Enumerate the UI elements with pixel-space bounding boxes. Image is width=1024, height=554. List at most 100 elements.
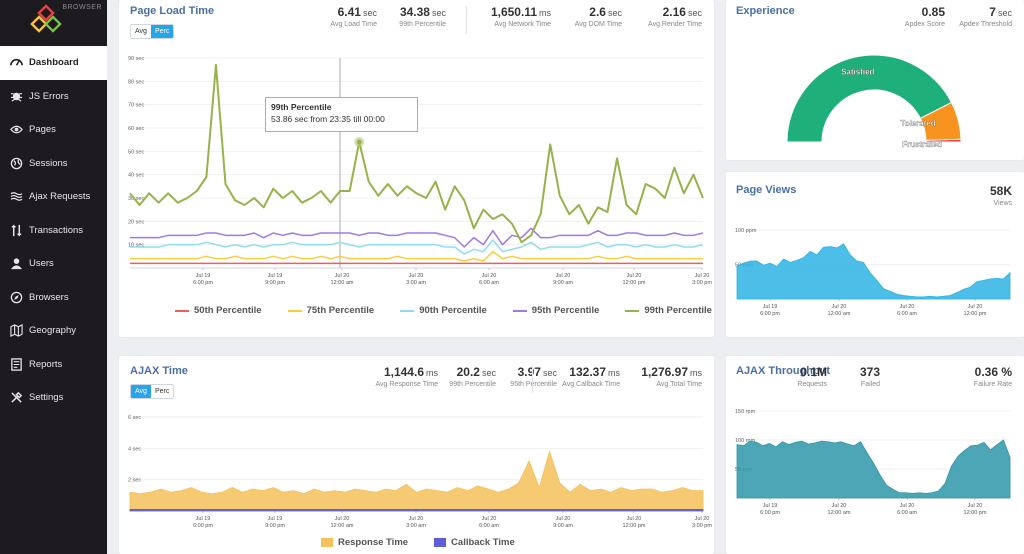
globe-icon [10, 157, 23, 170]
stat-avg-dom-time: 2.6 sec Avg DOM Time [575, 5, 622, 28]
x-tick-label: Jul 20 6:00 am [479, 273, 499, 286]
list-icon [10, 358, 23, 371]
ajax-time-card: AJAX Time Avg Perc 1,144.6 ms Avg Response… [119, 356, 714, 554]
legend-swatch [400, 309, 415, 312]
series-line-75th-percentile[interactable] [130, 250, 703, 262]
legend-swatch [321, 538, 333, 547]
stat-unit: sec [542, 368, 557, 378]
perc-toggle[interactable]: Perc [150, 25, 174, 38]
legend-label: 95th Percentile [531, 305, 600, 316]
sidebar-item-sessions[interactable]: Sessions [0, 147, 107, 181]
sidebar-item-reports[interactable]: Reports [0, 348, 107, 382]
stat-value: 58K [989, 184, 1012, 198]
ajax-time-toggle[interactable]: Avg Perc [130, 384, 175, 399]
stat-unit: sec [362, 8, 377, 18]
series-area-main[interactable] [736, 439, 1011, 499]
gauge-label: Frustrated [902, 140, 942, 149]
stat-avg-response-time: 1,144.6 ms Avg Response Time [375, 365, 438, 388]
sidebar-item-transactions[interactable]: Transactions [0, 214, 107, 248]
series-area-callback-time[interactable] [129, 509, 704, 512]
y-tick-label: 50 sec [128, 149, 144, 155]
x-tick-label: Jul 20 3:00 pm [692, 273, 712, 286]
legend-item[interactable]: 99th Percentile [625, 305, 712, 316]
gauge-segment-satisfied[interactable] [786, 54, 953, 143]
sidebar: BROWSER Dashboard JS Errors Pages Sessions A… [0, 0, 107, 554]
stat-label: Failure Rate [973, 381, 1012, 388]
sidebar-item-users[interactable]: Users [0, 247, 107, 281]
legend-item[interactable]: 50th Percentile [175, 305, 262, 316]
series-area-main[interactable] [736, 243, 1011, 300]
stat-unit: ms [539, 8, 551, 18]
y-tick-label: 80 sec [128, 79, 144, 85]
hover-point[interactable] [356, 139, 362, 145]
page-load-chart[interactable]: 90 sec 80 sec 70 sec 60 sec 50 sec 40 sec 30 s… [119, 0, 714, 337]
legend-label: 90th Percentile [419, 305, 487, 316]
sidebar-item-label: Users [29, 258, 54, 270]
sidebar-item-js-errors[interactable]: JS Errors [0, 80, 107, 114]
ajax-time-title: AJAX Time [130, 365, 188, 377]
ajax-time-legend: Response Time Callback Time [321, 537, 515, 548]
series-line-95th-percentile[interactable] [130, 227, 704, 248]
tools-icon [10, 391, 23, 404]
stat-avg-load-time: 6.41 sec Avg Load Time [330, 5, 377, 28]
stat-value: 3.97 [517, 365, 541, 379]
stat-avg-total-time: 1,276.97 ms Avg Total Time [641, 365, 702, 388]
series-line-90th-percentile[interactable] [130, 239, 704, 255]
gauge-icon [10, 56, 23, 69]
stat-value: 1,144.6 [383, 365, 424, 379]
sidebar-item-label: Reports [29, 358, 63, 370]
avg-toggle[interactable]: Avg [131, 385, 151, 398]
y-tick-label: 6 sec [128, 415, 141, 421]
sidebar-item-pages[interactable]: Pages [0, 113, 107, 147]
y-tick-label: 4 sec [128, 446, 141, 452]
series-area-response-time[interactable] [129, 450, 704, 512]
app-logo[interactable]: BROWSER [0, 0, 107, 46]
legend-item[interactable]: 90th Percentile [400, 305, 487, 316]
eye-icon [10, 123, 23, 136]
perc-toggle[interactable]: Perc [150, 385, 174, 398]
sidebar-item-ajax-requests[interactable]: Ajax Requests [0, 180, 107, 214]
legend-item[interactable]: Callback Time [434, 537, 515, 548]
stat-value: 0.36 % [974, 365, 1012, 379]
sidebar-item-settings[interactable]: Settings [0, 381, 107, 415]
stat-value: 20.2 [456, 365, 480, 379]
stat-label: Avg Load Time [330, 21, 377, 28]
legend-item[interactable]: Response Time [321, 537, 408, 548]
stat-value: 2.6 [589, 5, 606, 19]
ajax-throughput-card: AJAX Throughput 0.1M Requests 373 Failed 0.3… [726, 356, 1024, 554]
stat-views: 58K Views [990, 184, 1012, 207]
legend-item[interactable]: 75th Percentile [287, 305, 374, 316]
x-tick-label: Jul 20 12:00 am [828, 503, 851, 516]
sidebar-item-label: Ajax Requests [29, 191, 91, 203]
compass-icon [10, 291, 23, 304]
avg-toggle[interactable]: Avg [131, 25, 151, 38]
x-tick-label: Jul 20 12:00 am [331, 273, 354, 286]
sidebar-item-label: Pages [29, 124, 56, 136]
x-tick-label: Jul 19 9:00 pm [265, 516, 285, 529]
y-tick-label: 20 sec [128, 219, 144, 225]
x-tick-label: Jul 20 12:00 pm [964, 503, 987, 516]
sidebar-item-label: Sessions [29, 157, 68, 169]
sidebar-item-browsers[interactable]: Browsers [0, 281, 107, 315]
sidebar-item-dashboard[interactable]: Dashboard [0, 46, 107, 80]
sidebar-item-label: JS Errors [29, 90, 69, 102]
logo-icon [30, 4, 62, 33]
ajax-time-chart[interactable]: 6 sec 4 sec 2 sec Jul 19 6:00 pm Jul 19 9:00 p… [119, 356, 714, 554]
stat-label: Avg Total Time [656, 381, 702, 388]
x-tick-label: Jul 20 3:00 am [406, 273, 426, 286]
y-tick-label: 100 ppm [735, 228, 757, 234]
apdex-gauge[interactable]: Satisfied Tolerated Frustrated [726, 0, 1024, 160]
stat-avg-network-time: 1,650.11 ms Avg Network Time [491, 5, 551, 28]
sidebar-item-geography[interactable]: Geography [0, 314, 107, 348]
gauge-segment-frustrated[interactable] [925, 138, 962, 143]
chart-tooltip: 99th Percentile 53.86 sec from 23:35 til… [265, 97, 418, 132]
x-tick-label: Jul 20 6:00 am [479, 516, 499, 529]
sidebar-item-label: Dashboard [29, 57, 79, 69]
legend-item[interactable]: 95th Percentile [512, 305, 600, 316]
y-tick-label: 2 sec [128, 478, 141, 484]
series-line-99th-percentile[interactable] [129, 64, 704, 244]
page-load-title: Page Load Time [130, 5, 215, 17]
page-load-toggle[interactable]: Avg Perc [130, 24, 175, 39]
